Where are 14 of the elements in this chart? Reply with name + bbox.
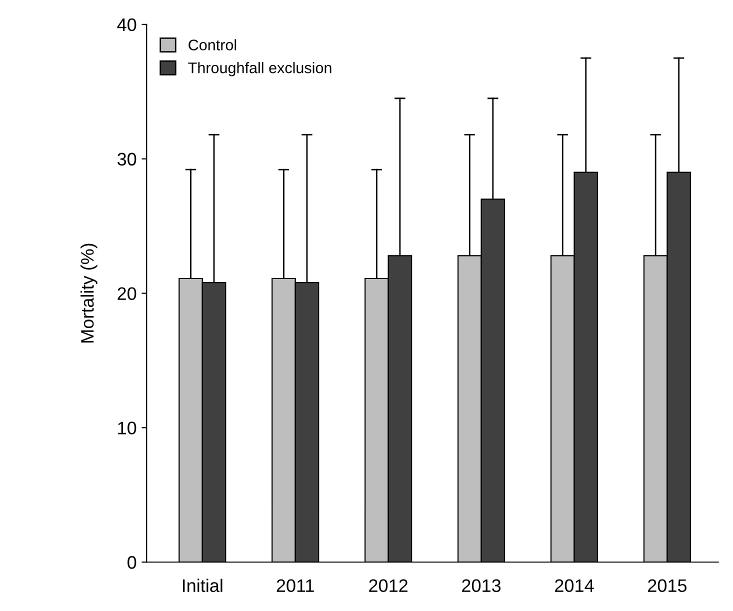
y-tick-label: 10 (118, 422, 136, 434)
y-tick-label: 0 (128, 556, 136, 569)
x-tick-label: 2014 (555, 579, 594, 592)
legend-label: Throughfall exclusion (188, 62, 332, 76)
legend-label: Control (188, 39, 236, 50)
x-tick-label: 2015 (648, 579, 687, 592)
y-axis-title: Mortality (%) (80, 244, 98, 342)
y-tick-label: 20 (118, 287, 136, 300)
x-tick-label: 2013 (462, 579, 501, 592)
x-tick-label: 2012 (369, 579, 408, 592)
x-tick-label: Initial (182, 578, 222, 592)
y-tick-label: 40 (117, 18, 136, 32)
x-tick-label: 2011 (276, 579, 314, 592)
y-tick-label: 30 (117, 152, 136, 166)
